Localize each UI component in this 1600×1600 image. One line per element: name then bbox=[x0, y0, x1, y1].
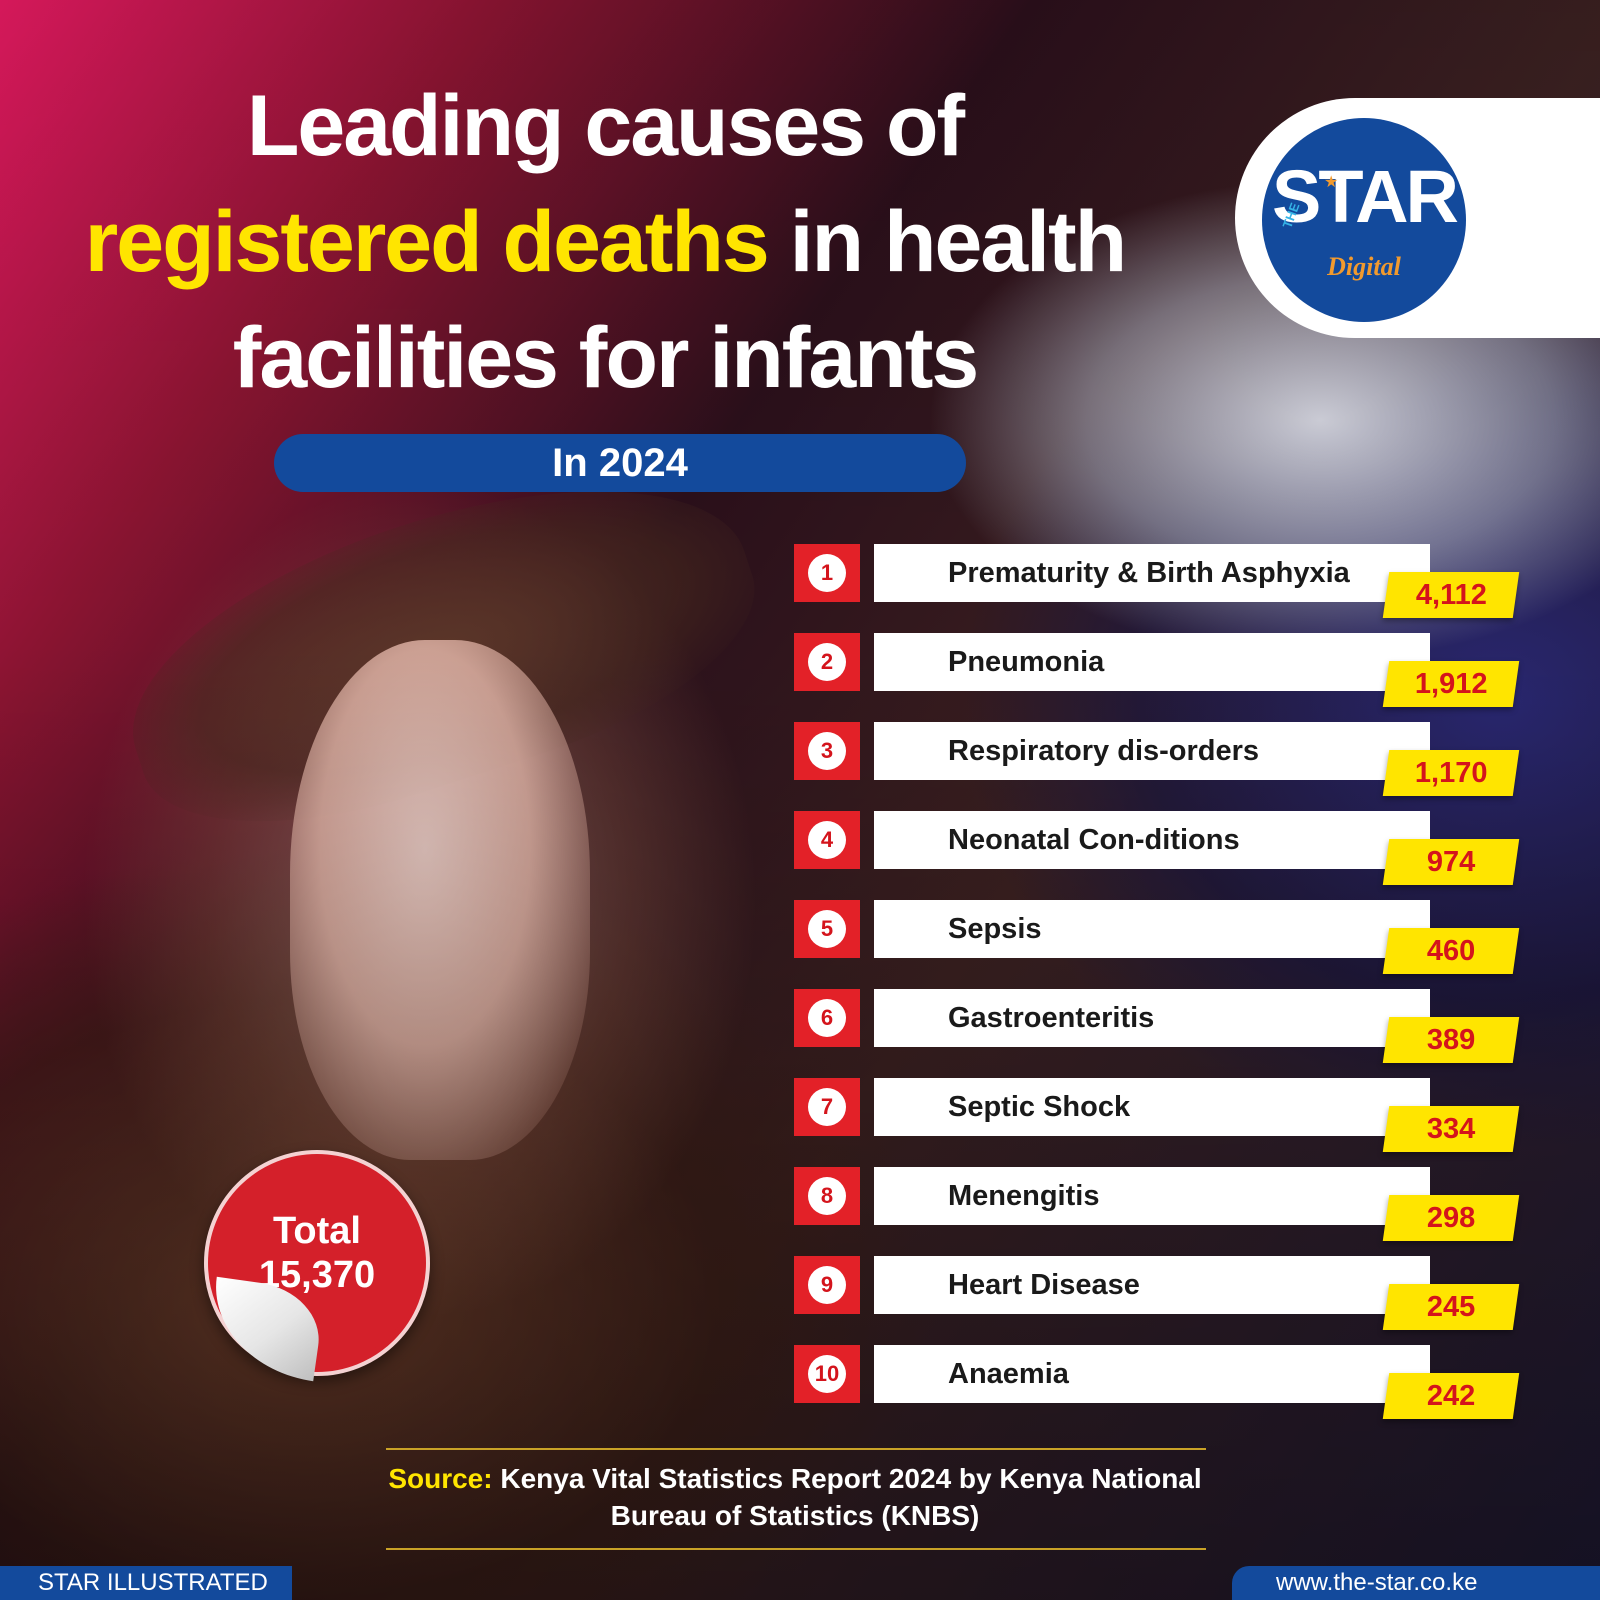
total-sticker: Total 15,370 bbox=[204, 1150, 430, 1382]
title-line-2-rest: in health bbox=[767, 194, 1128, 290]
source-rule-top bbox=[386, 1448, 1206, 1450]
logo-wordmark: STAR bbox=[1272, 155, 1459, 238]
category-label: Heart Disease bbox=[874, 1256, 1430, 1314]
source-text: Kenya Vital Statistics Report 2024 by Ke… bbox=[492, 1463, 1202, 1531]
category-label: Menengitis bbox=[874, 1167, 1430, 1225]
category-label: Respiratory dis-orders bbox=[874, 722, 1430, 780]
rank-badge: 3 bbox=[794, 722, 860, 780]
title-line-1: Leading causes of bbox=[246, 78, 965, 174]
rank-badge: 10 bbox=[794, 1345, 860, 1403]
page-title: Leading causes of registered deaths in h… bbox=[0, 68, 1210, 416]
rank-number: 7 bbox=[808, 1088, 846, 1126]
value-label: 974 bbox=[1382, 839, 1520, 885]
value-label: 1,170 bbox=[1382, 750, 1520, 796]
rank-number: 1 bbox=[808, 554, 846, 592]
baby-feet-shape bbox=[290, 640, 590, 1160]
value-label: 460 bbox=[1382, 928, 1520, 974]
category-label: Pneumonia bbox=[874, 633, 1430, 691]
rank-number: 6 bbox=[808, 999, 846, 1037]
category-label: Neonatal Con-ditions bbox=[874, 811, 1430, 869]
rank-badge: 5 bbox=[794, 900, 860, 958]
value-label: 4,112 bbox=[1382, 572, 1520, 618]
logo-digital-text: Digital bbox=[1327, 252, 1401, 281]
value-label: 334 bbox=[1382, 1106, 1520, 1152]
rank-badge: 6 bbox=[794, 989, 860, 1047]
value-label: 389 bbox=[1382, 1017, 1520, 1063]
source-rule-bottom bbox=[386, 1548, 1206, 1550]
value-label: 1,912 bbox=[1382, 661, 1520, 707]
rank-badge: 4 bbox=[794, 811, 860, 869]
category-label: Gastroenteritis bbox=[874, 989, 1430, 1047]
title-highlight: registered deaths bbox=[84, 194, 770, 290]
footer-website-link[interactable]: www.the-star.co.ke bbox=[1232, 1566, 1600, 1600]
star-icon: ★ bbox=[1324, 174, 1339, 191]
category-label: Septic Shock bbox=[874, 1078, 1430, 1136]
category-label: Prematurity & Birth Asphyxia bbox=[874, 544, 1430, 602]
subtitle-pill: In 2024 bbox=[274, 434, 966, 492]
total-label: Total bbox=[273, 1210, 361, 1252]
star-digital-logo: STAR THE ★ Digital bbox=[1262, 118, 1466, 322]
rank-badge: 8 bbox=[794, 1167, 860, 1225]
value-label: 242 bbox=[1382, 1373, 1520, 1419]
rank-badge: 2 bbox=[794, 633, 860, 691]
rank-number: 10 bbox=[808, 1355, 846, 1393]
rank-number: 9 bbox=[808, 1266, 846, 1304]
category-label: Anaemia bbox=[874, 1345, 1430, 1403]
rank-badge: 1 bbox=[794, 544, 860, 602]
title-line-2: registered deaths in health bbox=[0, 184, 1210, 300]
rank-number: 5 bbox=[808, 910, 846, 948]
value-label: 298 bbox=[1382, 1195, 1520, 1241]
category-label: Sepsis bbox=[874, 900, 1430, 958]
rank-number: 3 bbox=[808, 732, 846, 770]
value-label: 245 bbox=[1382, 1284, 1520, 1330]
rank-badge: 9 bbox=[794, 1256, 860, 1314]
rank-number: 2 bbox=[808, 643, 846, 681]
source-note: Source: Kenya Vital Statistics Report 20… bbox=[350, 1460, 1240, 1534]
rank-number: 8 bbox=[808, 1177, 846, 1215]
rank-badge: 7 bbox=[794, 1078, 860, 1136]
footer-credit: STAR ILLUSTRATED bbox=[0, 1566, 292, 1600]
source-label: Source: bbox=[388, 1463, 493, 1494]
title-line-3: facilities for infants bbox=[232, 310, 980, 406]
rank-number: 4 bbox=[808, 821, 846, 859]
